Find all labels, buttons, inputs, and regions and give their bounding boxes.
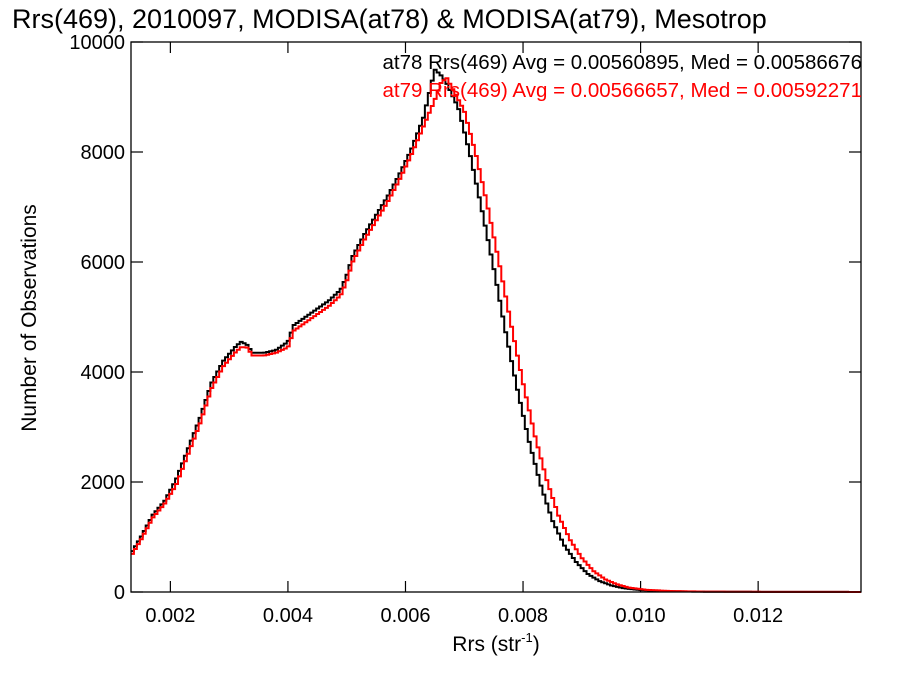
x-tick-label: 0.002 <box>145 605 195 627</box>
y-tick-label: 0 <box>114 582 125 604</box>
x-axis-label-exponent: -1 <box>521 630 533 645</box>
histogram-at79-line <box>131 77 861 593</box>
y-tick-label: 6000 <box>81 252 126 274</box>
x-tick-label: 0.008 <box>498 605 548 627</box>
histogram-at78-line <box>131 68 861 593</box>
x-tick-label: 0.010 <box>616 605 666 627</box>
histogram-series <box>131 68 861 593</box>
chart-title: Rrs(469), 2010097, MODISA(at78) & MODISA… <box>12 4 767 34</box>
x-axis-label-close: ) <box>533 633 540 656</box>
y-tick-label: 4000 <box>81 362 126 384</box>
x-tick-label: 0.006 <box>380 605 430 627</box>
x-tick-label: 0.004 <box>263 605 313 627</box>
legend-at79-stats: at79 Rrs(469) Avg = 0.00566657, Med = 0.… <box>383 79 862 102</box>
plot-frame <box>130 41 862 593</box>
x-tick-label: 0.012 <box>733 605 783 627</box>
y-tick-label: 2000 <box>81 472 126 494</box>
x-axis-label-base: Rrs (str <box>452 633 521 656</box>
y-tick-label: 8000 <box>81 142 126 164</box>
y-axis-label: Number of Observations <box>18 204 41 432</box>
y-tick-label: 10000 <box>69 32 125 54</box>
x-axis-label: Rrs (str-1) <box>452 630 539 656</box>
legend-at78-stats: at78 Rrs(469) Avg = 0.00560895, Med = 0.… <box>383 51 862 74</box>
